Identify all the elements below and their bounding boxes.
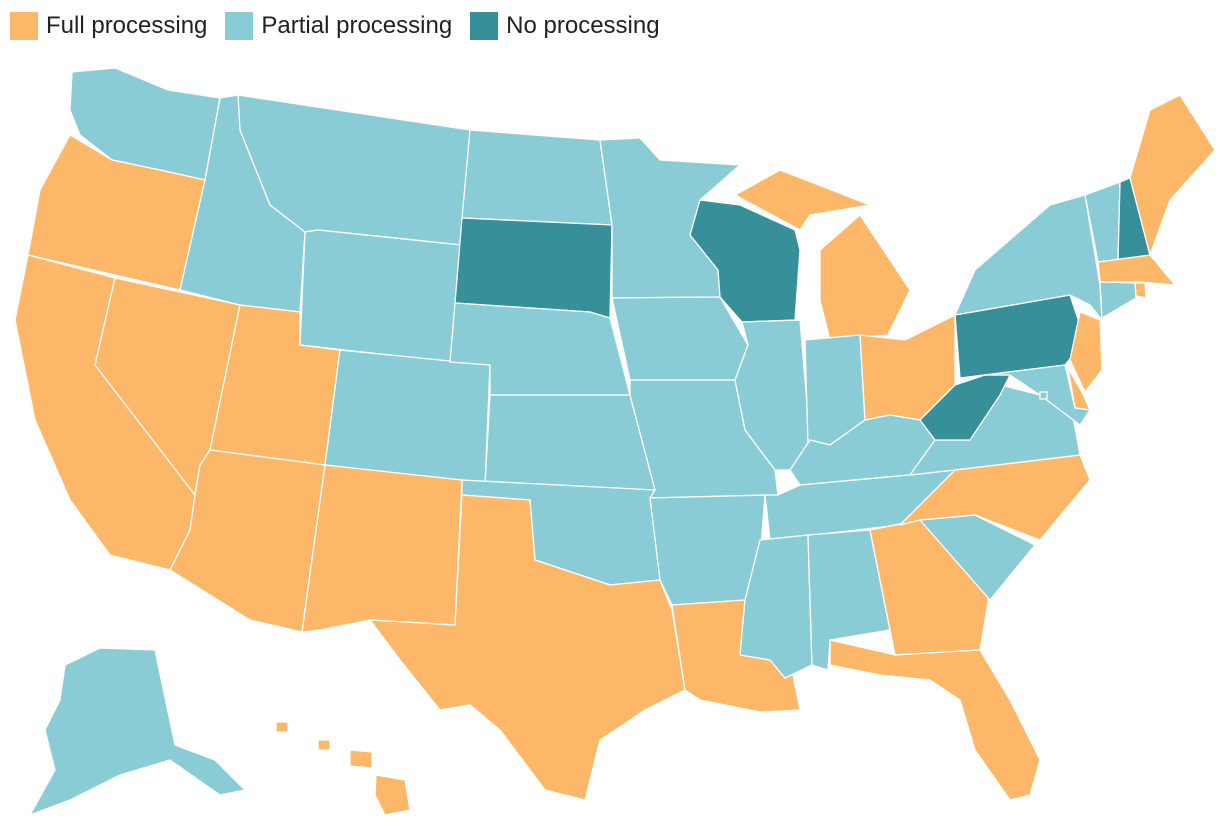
state-florida[interactable] — [829, 639, 1041, 801]
state-district-of-columbia[interactable] — [1039, 391, 1048, 400]
state-north-dakota[interactable] — [461, 129, 613, 226]
state-massachusetts[interactable] — [1097, 254, 1176, 286]
state-wyoming[interactable] — [299, 229, 463, 363]
state-texas[interactable] — [369, 494, 686, 801]
legend-item-full: Full processing — [10, 12, 207, 40]
legend-swatch-partial — [225, 12, 254, 40]
state-hawaii[interactable] — [275, 721, 411, 816]
state-new-jersey[interactable] — [1069, 311, 1103, 393]
legend-item-none: No processing — [470, 12, 660, 40]
state-maryland[interactable] — [984, 364, 1091, 426]
legend: Full processing Partial processing No pr… — [10, 12, 678, 40]
legend-label-partial: Partial processing — [261, 12, 453, 39]
legend-swatch-full — [10, 12, 38, 40]
state-new-mexico[interactable] — [301, 464, 463, 633]
state-iowa[interactable] — [611, 296, 749, 381]
legend-label-full: Full processing — [46, 12, 208, 39]
state-kansas[interactable] — [484, 394, 656, 491]
state-new-york[interactable] — [954, 194, 1103, 321]
state-alaska[interactable] — [29, 647, 246, 816]
state-michigan[interactable] — [734, 169, 911, 341]
legend-swatch-none — [470, 12, 499, 40]
state-rhode-island[interactable] — [1134, 282, 1147, 299]
legend-label-none: No processing — [506, 12, 660, 39]
state-illinois[interactable] — [734, 319, 811, 471]
legend-item-partial: Partial processing — [225, 12, 452, 40]
state-south-dakota[interactable] — [454, 217, 613, 319]
state-west-virginia[interactable] — [919, 374, 1011, 441]
state-connecticut[interactable] — [1099, 281, 1137, 319]
state-colorado[interactable] — [324, 349, 491, 486]
